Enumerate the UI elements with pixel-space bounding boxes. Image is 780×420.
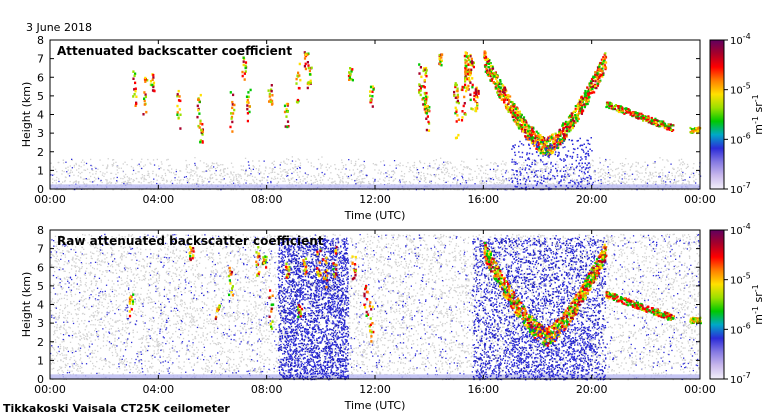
colorbar-unit: m-1 sr-1 — [751, 94, 765, 134]
colorbar: 10-4 10-5 10-6 10-7 m-1 sr-1 — [709, 222, 765, 386]
x-tick-label: 00:00 — [684, 193, 716, 206]
panel-1: 00:00 04:00 08:00 12:00 16:00 20:00 00:0001234… — [20, 34, 716, 222]
x-tick-label: 20:00 — [576, 193, 608, 206]
y-tick-label: 8 — [37, 34, 44, 47]
x-tick-label: 08:00 — [251, 193, 283, 206]
x-tick-label: 12:00 — [359, 193, 391, 206]
colorbar-unit: m-1 sr-1 — [751, 284, 765, 324]
x-tick-label: 16:00 — [467, 383, 499, 396]
x-axis-label: Time (UTC) — [344, 399, 406, 412]
y-tick-label: 8 — [37, 224, 44, 237]
y-tick-label: 2 — [37, 146, 44, 159]
x-tick-label: 04:00 — [142, 193, 174, 206]
colorbar-tick-label: 10-7 — [730, 181, 751, 196]
y-tick-label: 5 — [37, 90, 44, 103]
y-tick-label: 1 — [37, 164, 44, 177]
station-label: Tikkakoski Vaisala CT25K ceilometer — [3, 402, 230, 415]
colorbar-scale — [709, 39, 725, 190]
colorbar-tick-label: 10-5 — [730, 272, 751, 287]
y-tick-label: 5 — [37, 280, 44, 293]
colorbar-tick-label: 10-7 — [730, 371, 751, 386]
y-tick-label: 0 — [37, 373, 44, 386]
y-tick-label: 2 — [37, 336, 44, 349]
colorbar-tick-label: 10-6 — [730, 321, 751, 336]
x-axis-label: Time (UTC) — [344, 209, 406, 222]
colorbar-scale — [709, 229, 725, 380]
x-tick-label: 00:00 — [34, 383, 66, 396]
colorbar-tick-label: 10-6 — [730, 131, 751, 146]
colorbar-tick-label: 10-4 — [730, 222, 751, 237]
panel-title: Attenuated backscatter coefficient — [57, 44, 292, 58]
y-tick-label: 6 — [37, 261, 44, 274]
colorbar-tick-label: 10-4 — [730, 32, 751, 47]
x-tick-label: 08:00 — [251, 383, 283, 396]
y-tick-label: 0 — [37, 183, 44, 196]
panel-title: Raw attenuated backscatter coefficient — [57, 234, 324, 248]
y-axis-label: Height (km) — [20, 82, 33, 148]
y-axis-label: Height (km) — [20, 272, 33, 338]
x-tick-label: 00:00 — [684, 383, 716, 396]
x-tick-label: 12:00 — [359, 383, 391, 396]
x-tick-label: 00:00 — [34, 193, 66, 206]
date-label: 3 June 2018 — [26, 21, 92, 34]
y-tick-label: 4 — [37, 109, 44, 122]
x-tick-label: 04:00 — [142, 383, 174, 396]
y-tick-label: 7 — [37, 53, 44, 66]
y-tick-label: 7 — [37, 243, 44, 256]
x-tick-label: 20:00 — [576, 383, 608, 396]
y-tick-label: 3 — [37, 127, 44, 140]
y-tick-label: 6 — [37, 71, 44, 84]
y-tick-label: 3 — [37, 317, 44, 330]
panel-2: 00:00 04:00 08:00 12:00 16:00 20:00 00:0001234… — [20, 224, 716, 412]
colorbar: 10-4 10-5 10-6 10-7 m-1 sr-1 — [709, 32, 765, 196]
colorbar-tick-label: 10-5 — [730, 82, 751, 97]
x-tick-label: 16:00 — [467, 193, 499, 206]
y-tick-label: 1 — [37, 354, 44, 367]
y-tick-label: 4 — [37, 299, 44, 312]
